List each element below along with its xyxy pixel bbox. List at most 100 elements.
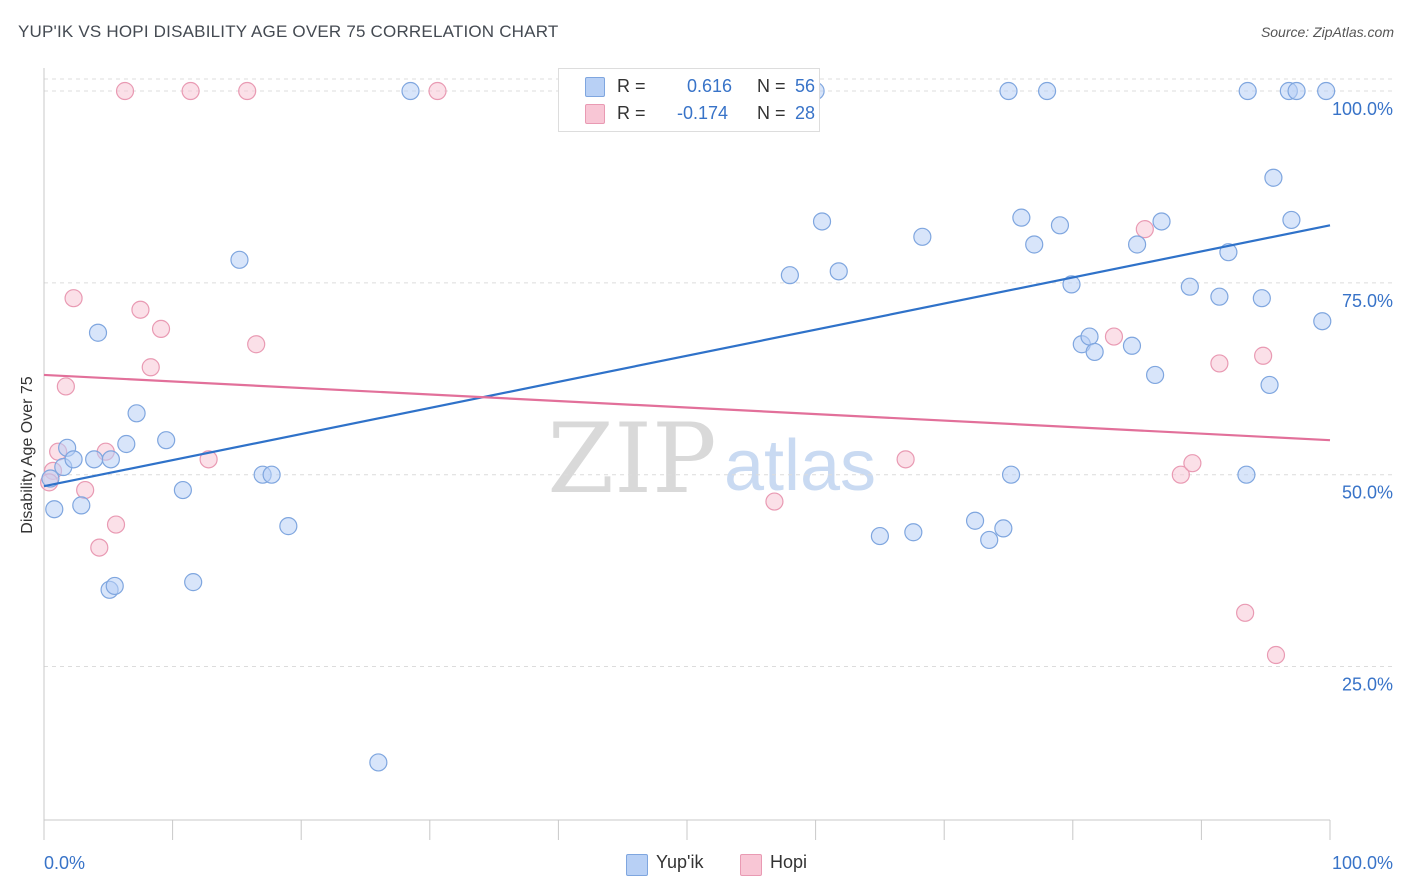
yupik-point (105, 576, 124, 596)
yupik-point (45, 500, 64, 519)
watermark-atlas: atlas (724, 426, 876, 506)
hopi-legend-label: Hopi (770, 852, 808, 872)
yupik-point (1260, 375, 1279, 395)
x-tick-label: 100.0% (1332, 853, 1393, 873)
watermark-zip: ZIP (547, 403, 716, 515)
yupik-point (780, 266, 799, 285)
n-value: 28 (795, 103, 816, 123)
r-value: -0.174 (677, 103, 729, 123)
yupik-point (85, 450, 104, 469)
yupik-point (1012, 208, 1031, 227)
yupik-point (980, 530, 999, 550)
y-tick-label: 100.0% (1332, 99, 1393, 119)
hopi-point (1135, 220, 1154, 239)
yupik-point (127, 404, 146, 423)
yupik-point (913, 227, 932, 246)
yupik-point (1313, 312, 1332, 331)
hopi-point (1210, 354, 1229, 373)
yupik-point (173, 480, 192, 500)
yupik-point (262, 465, 281, 484)
yupik-point (999, 81, 1018, 101)
yupik-point (1219, 243, 1238, 262)
r-value: 0.616 (687, 76, 733, 96)
yupik-point (1152, 212, 1171, 231)
yupik-legend-swatch-icon (626, 854, 648, 876)
yupik-point (1050, 216, 1070, 235)
hopi-point (1171, 465, 1190, 484)
yupik-point (1127, 235, 1147, 254)
yupik-point (812, 212, 832, 231)
hopi-point (90, 538, 109, 557)
hopi-point (238, 81, 257, 101)
yupik-point (72, 496, 91, 515)
n-label: N = (757, 76, 786, 96)
yupik-point (279, 517, 298, 536)
hopi-swatch-icon (585, 104, 605, 124)
yupik-point (1025, 235, 1044, 254)
n-value: 56 (795, 76, 816, 96)
yupik-point (1180, 277, 1199, 296)
yupik-point (1264, 168, 1283, 187)
source-credit: Source: ZipAtlas.com (1260, 24, 1394, 40)
yupik-point (904, 523, 923, 542)
hopi-point (896, 450, 915, 469)
y-tick-label: 25.0% (1342, 675, 1393, 695)
hopi-point (1183, 454, 1202, 473)
n-label: N = (757, 103, 786, 123)
yupik-point (1062, 275, 1081, 294)
hopi-point (1236, 603, 1255, 622)
yupik-point (1146, 365, 1165, 385)
yupik-point (117, 434, 136, 454)
yupik-swatch-icon (585, 77, 605, 97)
yupik-point (157, 431, 176, 450)
yupik-point (870, 526, 890, 546)
hopi-point (151, 319, 171, 338)
hopi-point (1266, 645, 1286, 665)
hopi-point (199, 450, 218, 469)
hopi-point (428, 81, 447, 101)
yupik-point (41, 469, 60, 488)
y-tick-label: 50.0% (1342, 483, 1393, 503)
yupik-point (401, 81, 420, 101)
yupik-point (1252, 289, 1271, 308)
hopi-point (106, 515, 126, 534)
yupik-point (1287, 81, 1306, 101)
yupik-point (369, 753, 388, 772)
hopi-point (64, 289, 83, 308)
hopi-point (76, 480, 95, 500)
yupik-point (230, 250, 249, 269)
yupik-point (1080, 327, 1099, 346)
yupik-point (829, 262, 848, 281)
r-label: R = (617, 76, 646, 96)
yupik-point (101, 450, 120, 469)
hopi-point (56, 377, 75, 396)
stats-legend: R = 0.616 N = 56 R = -0.174 N = 28 (558, 68, 820, 132)
yupik-point (184, 573, 203, 592)
yupik-legend-label: Yup'ik (656, 852, 704, 872)
yupik-point (965, 511, 985, 530)
hopi-legend-swatch-icon (740, 854, 762, 876)
hopi-point (115, 81, 135, 101)
yupik-point (1037, 81, 1057, 101)
yupik-trend-line (43, 224, 1331, 488)
yupik-point (64, 450, 83, 469)
hopi-point (131, 300, 150, 319)
hopi-point (1254, 346, 1273, 365)
hopi-point (247, 335, 266, 354)
yupik-point (994, 519, 1013, 538)
yupik-point (1317, 81, 1336, 101)
hopi-point (1104, 327, 1124, 346)
hopi-point (765, 492, 784, 511)
yupik-point (1122, 336, 1142, 355)
x-tick-label: 0.0% (44, 853, 85, 873)
yupik-point (1238, 81, 1257, 101)
hopi-point (181, 81, 200, 101)
yupik-point (88, 323, 108, 342)
yupik-point (1210, 287, 1229, 306)
yupik-point (1085, 342, 1104, 362)
y-tick-label: 75.0% (1342, 291, 1393, 311)
hopi-trend-line (43, 373, 1331, 442)
hopi-point (141, 358, 160, 377)
yupik-point (1001, 465, 1021, 484)
